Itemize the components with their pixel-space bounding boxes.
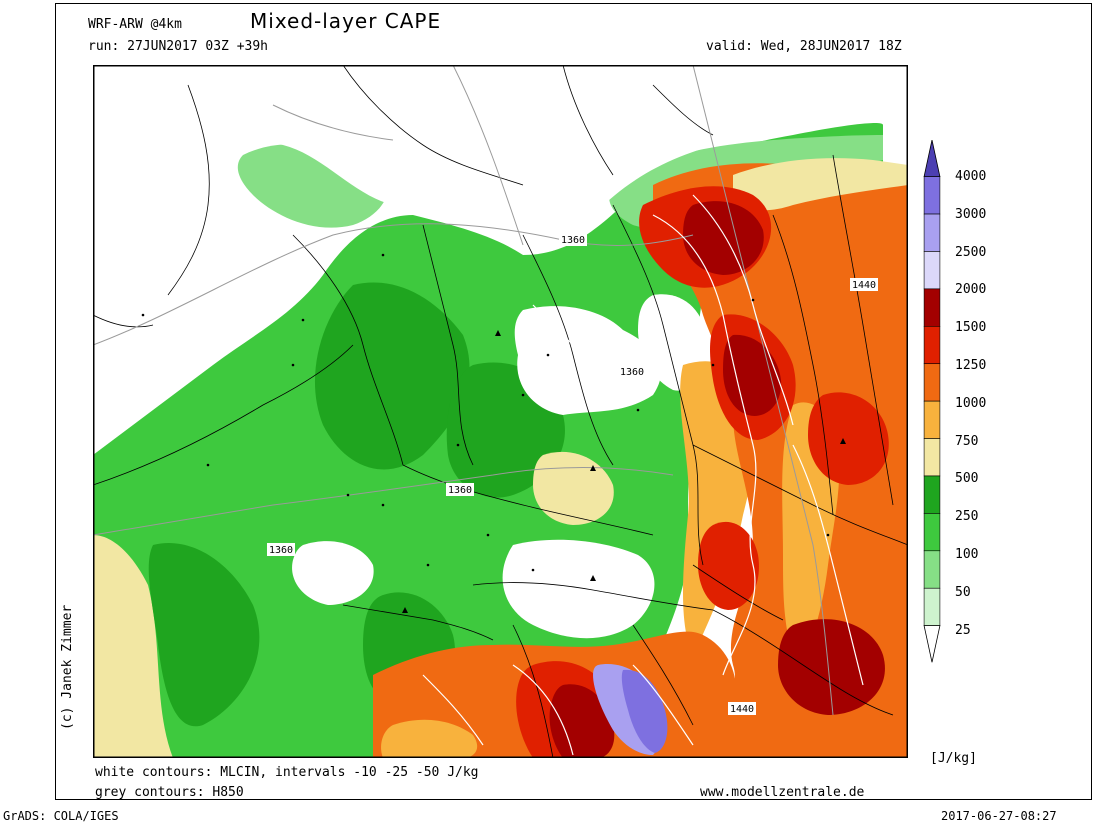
colorbar-segment [923, 363, 941, 402]
colorbar-segment [923, 326, 941, 365]
grads-credit: GrADS: COLA/IGES [3, 809, 119, 823]
colorbar-bottom-triangle [923, 625, 941, 663]
colorbar-unit: [J/kg] [930, 751, 977, 766]
contour-label: 1440 [852, 280, 876, 291]
cape-area-darkred-southeast [778, 619, 885, 715]
colorbar-tick-label: 50 [955, 584, 971, 600]
colorbar-tick-label: 500 [955, 471, 979, 487]
contour-labels: 1360 1360 1360 1360 1440 1440 [267, 233, 878, 715]
colorbar [923, 140, 941, 663]
contour-label: 1360 [620, 367, 644, 378]
cape-area-darkred-east-1 [723, 334, 782, 416]
colorbar-tick-label: 250 [955, 509, 979, 525]
contour-label: 1360 [448, 485, 472, 496]
cin-contours [422, 194, 864, 756]
map-border [93, 65, 908, 758]
contour-label: 1360 [561, 235, 585, 246]
colorbar-segment [923, 400, 941, 439]
colorbar-segment [923, 213, 941, 252]
cin-contour-note: white contours: MLCIN, intervals -10 -25… [95, 765, 479, 780]
colorbar-top-triangle [923, 140, 941, 178]
figure-frame [55, 3, 1092, 800]
colorbar-tick-label: 2000 [955, 282, 987, 298]
contour-label: 1440 [730, 704, 754, 715]
colorbar-tick-label: 2500 [955, 244, 987, 260]
cape-area-red-east-3 [808, 392, 889, 485]
cape-area-red-east-2 [698, 521, 759, 610]
chart-title: Mixed-layer CAPE [250, 9, 442, 33]
colorbar-tick-label: 1000 [955, 395, 987, 411]
cape-area-darkred-north [683, 201, 764, 275]
peak-markers [402, 330, 846, 613]
cape-area-yellow-south [381, 719, 478, 758]
colorbar-segment [923, 176, 941, 215]
colorbar-segment [923, 438, 941, 477]
contour-label: 1360 [269, 545, 293, 556]
cape-area-none-west [292, 541, 374, 605]
timestamp: 2017-06-27-08:27 [941, 809, 1057, 823]
cape-area-green-dark-1 [314, 282, 470, 470]
colorbar-tick-label: 25 [955, 622, 971, 638]
colorbar-segment [923, 587, 941, 626]
colorbar-segment [923, 475, 941, 514]
colorbar-segment [923, 251, 941, 290]
cape-area-none-northwest [93, 65, 908, 395]
website-label: www.modellzentrale.de [700, 785, 865, 800]
colorbar-segment [923, 550, 941, 589]
country-borders [93, 65, 908, 758]
run-label: run: 27JUN2017 03Z +39h [88, 39, 269, 54]
h850-contours [93, 65, 834, 716]
author-credit: (c) Janek Zimmer [60, 604, 75, 730]
h850-contour-note: grey contours: H850 [95, 785, 244, 800]
cape-area-purple-adriatic [621, 669, 668, 753]
colorbar-tick-label: 100 [955, 547, 979, 562]
colorbar-segment [923, 288, 941, 327]
model-label: WRF-ARW @4km [88, 17, 182, 32]
cape-area-tan-east-fringe [733, 158, 908, 211]
cape-area-green-dark-3 [148, 543, 260, 727]
cape-area-darkred-south [549, 684, 615, 758]
colorbar-tick-label: 3000 [955, 206, 987, 222]
colorbar-tick-label: 1500 [955, 320, 987, 336]
city-markers [141, 253, 830, 572]
colorbar-segment [923, 513, 941, 552]
colorbar-tick-label: 750 [955, 433, 979, 449]
colorbar-tick-label: 1250 [955, 358, 987, 373]
colorbar-tick-label: 4000 [955, 169, 987, 184]
cape-map: 1360 1360 1360 1360 1440 1440 [93, 65, 908, 758]
cape-area-none-south [502, 539, 655, 639]
valid-label: valid: Wed, 28JUN2017 18Z [706, 39, 902, 54]
